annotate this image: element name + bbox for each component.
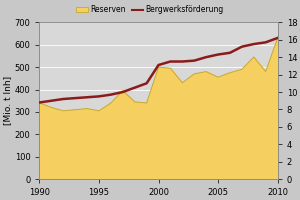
Legend: Reserven, Bergwerksförderung: Reserven, Bergwerksförderung	[75, 4, 225, 16]
Y-axis label: [Mio. t Inh]: [Mio. t Inh]	[3, 76, 12, 125]
